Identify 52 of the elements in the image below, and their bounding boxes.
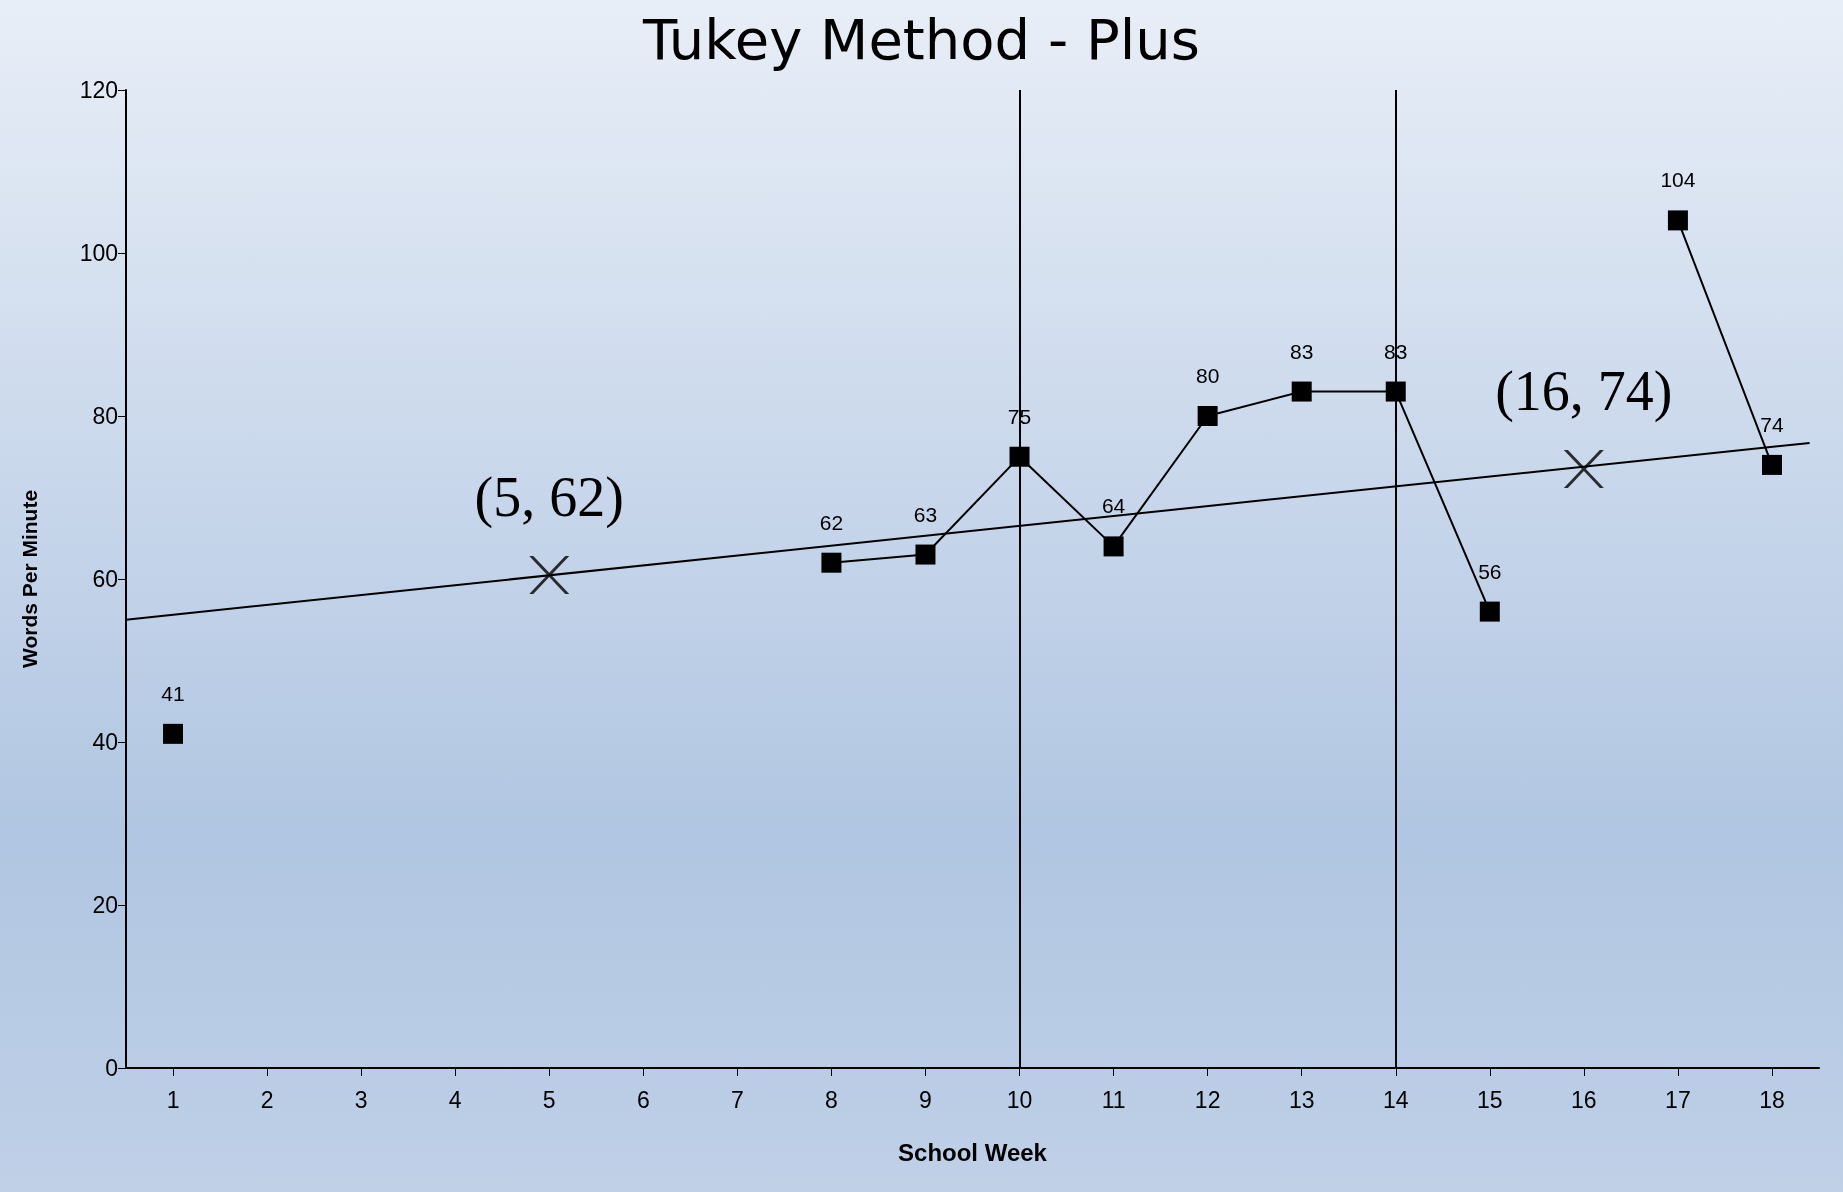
x-tick-label: 9 [919, 1086, 932, 1113]
y-tick-label: 120 [79, 77, 118, 103]
data-label: 74 [1760, 412, 1784, 436]
y-tick-label: 80 [92, 403, 118, 429]
point [915, 544, 936, 565]
y-tick-label: 60 [92, 566, 118, 592]
point [1291, 381, 1312, 402]
chart-title: Tukey Method - Plus [642, 6, 1200, 72]
data-label: 64 [1101, 494, 1126, 518]
x-tick-label: 3 [354, 1086, 368, 1113]
x-tick-label: 7 [730, 1086, 744, 1113]
annotation: (16, 74) [1495, 359, 1673, 423]
data-label: 80 [1195, 364, 1220, 387]
x-tick-label: 17 [1665, 1086, 1691, 1113]
point [1009, 446, 1030, 467]
point [1667, 210, 1688, 231]
point [1103, 536, 1124, 557]
x-tick-label: 11 [1101, 1086, 1126, 1113]
y-tick-label: 0 [105, 1055, 118, 1081]
x-tick-label: 1 [166, 1086, 180, 1113]
x-tick-label: 14 [1382, 1086, 1409, 1113]
y-tick-label: 20 [92, 892, 118, 918]
data-label: 63 [913, 502, 938, 526]
data-label: 83 [1290, 339, 1314, 363]
data-label: 41 [161, 681, 185, 705]
x-tick-label: 6 [636, 1086, 650, 1113]
x-tick-label: 8 [825, 1086, 838, 1113]
x-tick-label: 15 [1477, 1086, 1503, 1113]
x-tick-label: 16 [1571, 1086, 1597, 1113]
x-tick-label: 10 [1006, 1086, 1033, 1113]
data-label: 104 [1660, 168, 1696, 192]
point [1197, 406, 1218, 426]
point [1385, 381, 1406, 402]
x-tick-label: 18 [1759, 1086, 1785, 1113]
point [821, 552, 842, 573]
point [529, 555, 570, 594]
annotation: (5, 62) [474, 465, 624, 529]
data-label: 62 [819, 510, 844, 534]
x-tick-label: 2 [260, 1086, 274, 1113]
y-tick-label: 100 [79, 240, 118, 266]
point [163, 723, 184, 744]
x-tick-label: 4 [448, 1086, 462, 1113]
y-tick-label: 40 [92, 729, 118, 755]
x-tick-label: 13 [1288, 1086, 1315, 1113]
point [1479, 601, 1500, 622]
x-tick-label: 12 [1194, 1086, 1221, 1113]
y-axis-title: Words Per Minute [18, 489, 41, 669]
x-tick-label: 5 [542, 1086, 556, 1113]
point [1563, 449, 1604, 488]
data-label: 56 [1478, 559, 1502, 583]
x-axis-title: School Week [898, 1138, 1048, 1166]
point [1761, 454, 1782, 475]
